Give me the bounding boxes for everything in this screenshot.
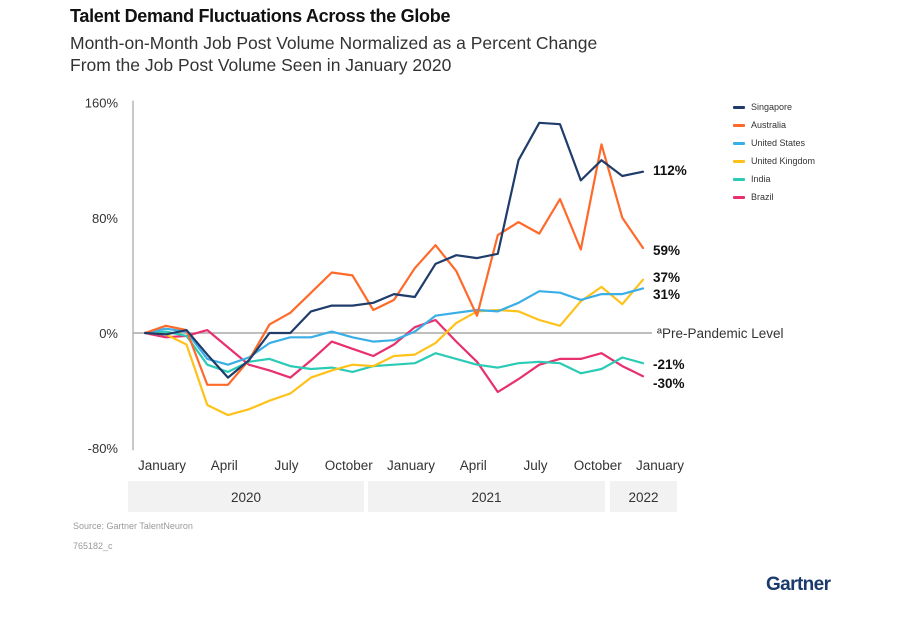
legend-label: Singapore [751, 102, 793, 112]
legend-item: India [733, 170, 815, 188]
year-band-2020 [128, 481, 364, 512]
chart-title: Talent Demand Fluctuations Across the Gl… [70, 6, 451, 26]
x-tick-label: October [325, 458, 374, 473]
legend-swatch [733, 177, 745, 181]
series-line-brazil [143, 318, 645, 394]
legend-label: United States [751, 138, 806, 148]
legend-item: United Kingdom [733, 152, 815, 170]
legend-label: Australia [751, 120, 787, 130]
x-tick-label: July [274, 458, 298, 473]
year-band-2021 [368, 481, 605, 512]
series-line-australia [143, 143, 645, 386]
y-tick-label: -80% [88, 441, 119, 456]
legend-item: Australia [733, 116, 815, 134]
subtitle-line-1: Month-on-Month Job Post Volume Normalize… [70, 33, 598, 53]
end-label-india: -21% [653, 357, 685, 372]
year-bands: 2020 2021 2022 [128, 481, 677, 512]
legend-label: Brazil [751, 192, 774, 202]
y-tick-label: 80% [92, 211, 118, 226]
end-label-united-states: 31% [653, 287, 680, 302]
end-label-australia: 59% [653, 243, 680, 258]
x-tick-label: January [138, 458, 186, 473]
legend: Singapore Australia United States United Ki… [733, 98, 815, 206]
y-tick-label: 160% [85, 96, 119, 111]
x-tick-label: January [636, 458, 684, 473]
legend-item: United States [733, 134, 815, 152]
gartner-logo: Gartner [766, 574, 831, 595]
series-line-united-kingdom [143, 278, 645, 417]
series-line-singapore [143, 121, 645, 379]
year-band-label: 2021 [471, 490, 501, 505]
legend-swatch [733, 159, 745, 163]
figure-code: 765182_c [73, 541, 113, 551]
legend-label: India [751, 174, 771, 184]
series-lines [143, 121, 645, 417]
end-label-brazil: -30% [653, 376, 685, 391]
legend-item: Singapore [733, 98, 815, 116]
x-tick-label: April [211, 458, 238, 473]
legend-swatch [733, 195, 745, 199]
year-band-label: 2022 [628, 490, 658, 505]
legend-label: United Kingdom [751, 156, 816, 166]
end-label-united-kingdom: 37% [653, 270, 680, 285]
x-tick-label: April [460, 458, 487, 473]
subtitle-line-2: From the Job Post Volume Seen in January… [70, 55, 452, 75]
source-note: Source: Gartner TalentNeuron [73, 521, 193, 531]
legend-item: Brazil [733, 188, 815, 206]
end-label-singapore: 112% [653, 163, 687, 178]
legend-swatch [733, 141, 745, 145]
x-tick-label: January [387, 458, 435, 473]
legend-swatch [733, 105, 745, 109]
x-tick-label: July [523, 458, 547, 473]
y-tick-label: 0% [99, 326, 118, 341]
x-tick-label: October [574, 458, 623, 473]
series-line-india [143, 330, 645, 375]
legend-swatch [733, 123, 745, 127]
series-line-united-states [143, 287, 645, 366]
pre-pandemic-label: ªPre-Pandemic Level [657, 326, 784, 341]
year-band-label: 2020 [231, 490, 261, 505]
year-band-2022 [610, 481, 677, 512]
chart-subtitle: Month-on-Month Job Post Volume Normalize… [70, 32, 790, 76]
axes: -80% 0% 80% 160% ªPre-Pandemic Level January A… [85, 96, 784, 473]
end-labels: 112% 59% 31% 37% -21% -30% [653, 163, 687, 391]
